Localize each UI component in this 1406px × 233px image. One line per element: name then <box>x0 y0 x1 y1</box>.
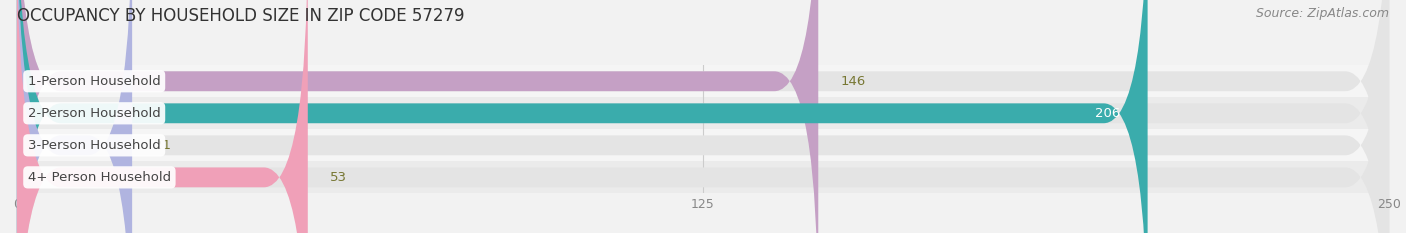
Text: 1-Person Household: 1-Person Household <box>28 75 160 88</box>
Bar <box>17 129 1389 161</box>
Text: 53: 53 <box>330 171 347 184</box>
Text: 3-Person Household: 3-Person Household <box>28 139 160 152</box>
Text: OCCUPANCY BY HOUSEHOLD SIZE IN ZIP CODE 57279: OCCUPANCY BY HOUSEHOLD SIZE IN ZIP CODE … <box>17 7 464 25</box>
FancyBboxPatch shape <box>17 0 1389 233</box>
FancyBboxPatch shape <box>17 0 1389 233</box>
Text: Source: ZipAtlas.com: Source: ZipAtlas.com <box>1256 7 1389 20</box>
Text: 21: 21 <box>155 139 172 152</box>
FancyBboxPatch shape <box>17 0 1389 233</box>
Bar <box>17 97 1389 129</box>
Text: 206: 206 <box>1095 107 1121 120</box>
FancyBboxPatch shape <box>17 0 308 233</box>
FancyBboxPatch shape <box>17 0 818 233</box>
Bar <box>17 161 1389 193</box>
FancyBboxPatch shape <box>17 0 1147 233</box>
FancyBboxPatch shape <box>17 0 1389 233</box>
Text: 146: 146 <box>841 75 866 88</box>
Text: 2-Person Household: 2-Person Household <box>28 107 160 120</box>
FancyBboxPatch shape <box>17 0 132 233</box>
Bar <box>17 65 1389 97</box>
Text: 4+ Person Household: 4+ Person Household <box>28 171 172 184</box>
